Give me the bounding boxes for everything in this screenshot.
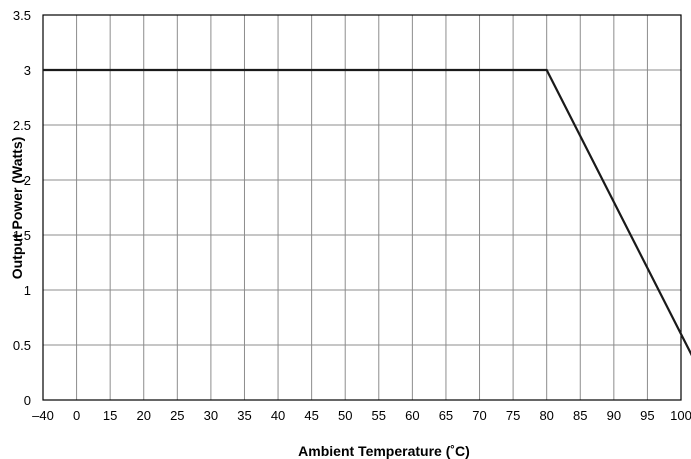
- x-tick-label: 45: [304, 408, 318, 423]
- x-tick-label: 90: [607, 408, 621, 423]
- x-tick-label: 15: [103, 408, 117, 423]
- series-layer: [43, 68, 691, 357]
- y-axis-title: Output Power (Watts): [9, 137, 25, 280]
- plot-frame: [42, 14, 682, 401]
- x-tick-labels: –40 0 15 20 25 30 35 40 45 50 55 60 65 70 75 80 85 90 95 10…: [32, 408, 691, 423]
- y-tick-label: 0.5: [13, 338, 31, 353]
- grid-lines: [42, 14, 682, 401]
- x-tick-label: 60: [405, 408, 419, 423]
- x-tick-label: 50: [338, 408, 352, 423]
- y-tick-label: 1: [24, 283, 31, 298]
- y-tick-label: 3: [24, 63, 31, 78]
- x-tick-label: 65: [439, 408, 453, 423]
- y-tick-label: 2: [24, 173, 31, 188]
- y-tick-labels: 0 0.5 1 1.5 2 2.5 3 3.5: [13, 8, 31, 408]
- y-tick-label: 3.5: [13, 8, 31, 23]
- x-tick-label: 30: [204, 408, 218, 423]
- x-tick-label: 55: [372, 408, 386, 423]
- x-tick-label: 75: [506, 408, 520, 423]
- x-tick-label: 25: [170, 408, 184, 423]
- x-tick-label: 70: [472, 408, 486, 423]
- x-tick-label: 20: [137, 408, 151, 423]
- x-tick-label: 0: [73, 408, 80, 423]
- x-tick-label: 95: [640, 408, 654, 423]
- x-tick-label: 80: [539, 408, 553, 423]
- y-tick-label: 0: [24, 393, 31, 408]
- x-axis-title: Ambient Temperature (˚C): [298, 443, 470, 459]
- y-tick-label: 2.5: [13, 118, 31, 133]
- power-derating-line: [43, 68, 691, 357]
- y-tick-label: 1.5: [13, 228, 31, 243]
- x-tick-label: 85: [573, 408, 587, 423]
- x-tick-label: 40: [271, 408, 285, 423]
- x-tick-label: 100: [670, 408, 691, 423]
- x-tick-label: 35: [237, 408, 251, 423]
- x-tick-label: –40: [32, 408, 54, 423]
